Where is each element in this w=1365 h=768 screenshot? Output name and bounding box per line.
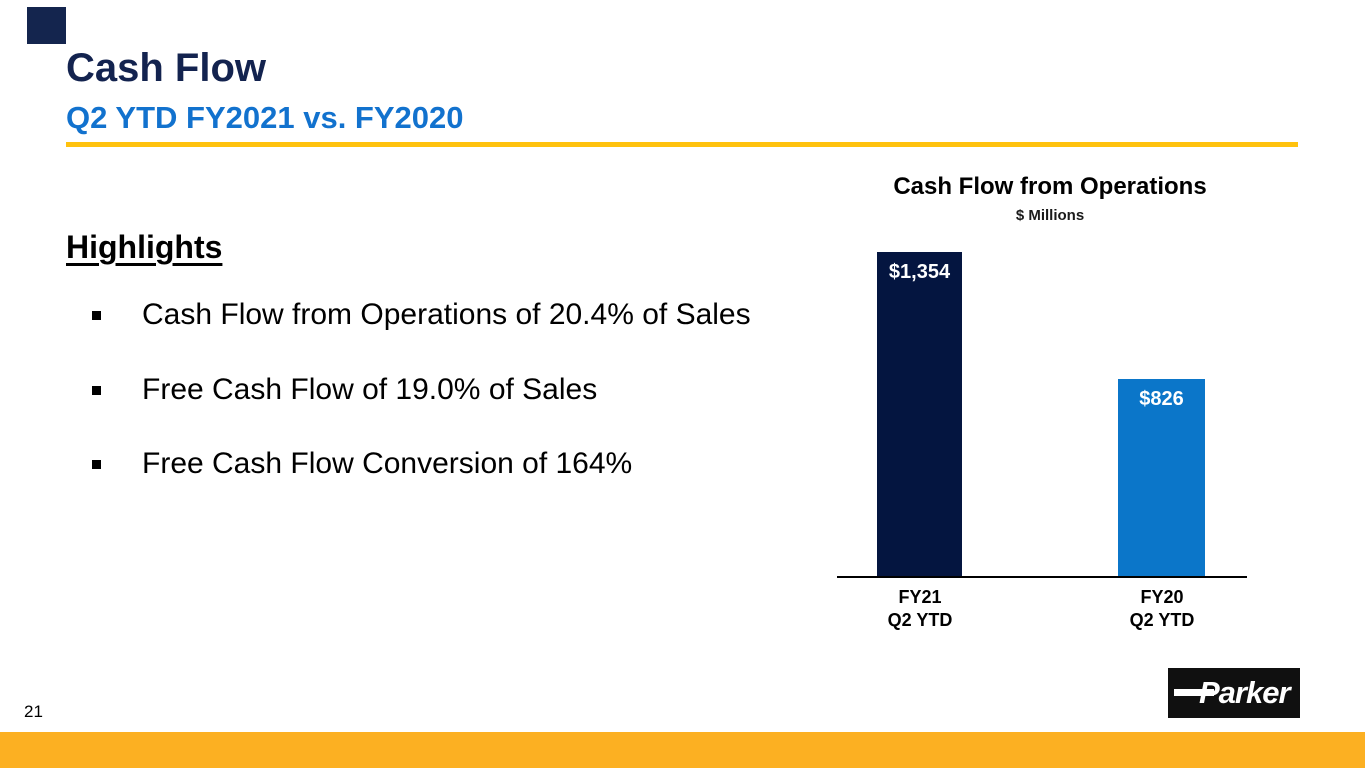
bullet-text: Free Cash Flow of 19.0% of Sales (142, 373, 598, 406)
parker-logo-dash-icon (1174, 689, 1214, 696)
bullet-item: Free Cash Flow of 19.0% of Sales (92, 372, 852, 408)
x-axis-label-line1: FY20 (1140, 587, 1184, 607)
bullet-square-icon (92, 386, 101, 395)
bullet-item: Cash Flow from Operations of 20.4% of Sa… (92, 297, 852, 333)
bullet-square-icon (92, 460, 101, 469)
corner-accent-rect (27, 7, 66, 44)
chart-title: Cash Flow from Operations (893, 173, 1207, 200)
x-axis-label-line2: Q2 YTD (1129, 610, 1195, 630)
chart-units-label: $ Millions (1015, 207, 1085, 224)
bottom-gold-bar (0, 732, 1365, 768)
x-axis-line (837, 576, 1247, 578)
gold-divider-line (66, 142, 1298, 147)
x-axis-label-line1: FY21 (898, 587, 942, 607)
parker-logo: Parker (1168, 668, 1300, 718)
parker-logo-text: Parker (1199, 675, 1291, 710)
cash-flow-operations-chart: Cash Flow from Operations $ Millions $1,… (820, 170, 1280, 650)
page-number: 21 (24, 702, 43, 721)
bar-fy20: $826 (1118, 379, 1205, 577)
slide-title: Cash Flow (66, 46, 267, 90)
bar-fy21: $1,354 (877, 252, 962, 577)
bullet-text: Free Cash Flow Conversion of 164% (142, 447, 633, 480)
bar-value-label: $826 (1139, 388, 1184, 410)
bullet-text: Cash Flow from Operations of 20.4% of Sa… (142, 298, 751, 331)
slide-subtitle: Q2 YTD FY2021 vs. FY2020 (66, 100, 464, 135)
highlights-heading: Highlights (66, 229, 223, 265)
bullet-item: Free Cash Flow Conversion of 164% (92, 446, 852, 482)
x-axis-label-fy20: FY20 Q2 YTD (1092, 586, 1232, 632)
x-axis-label-line2: Q2 YTD (887, 610, 953, 630)
bullet-square-icon (92, 311, 101, 320)
bar-value-label: $1,354 (888, 261, 951, 283)
x-axis-label-fy21: FY21 Q2 YTD (850, 586, 990, 632)
